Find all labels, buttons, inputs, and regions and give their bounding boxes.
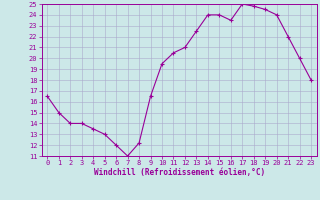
X-axis label: Windchill (Refroidissement éolien,°C): Windchill (Refroidissement éolien,°C) xyxy=(94,168,265,177)
